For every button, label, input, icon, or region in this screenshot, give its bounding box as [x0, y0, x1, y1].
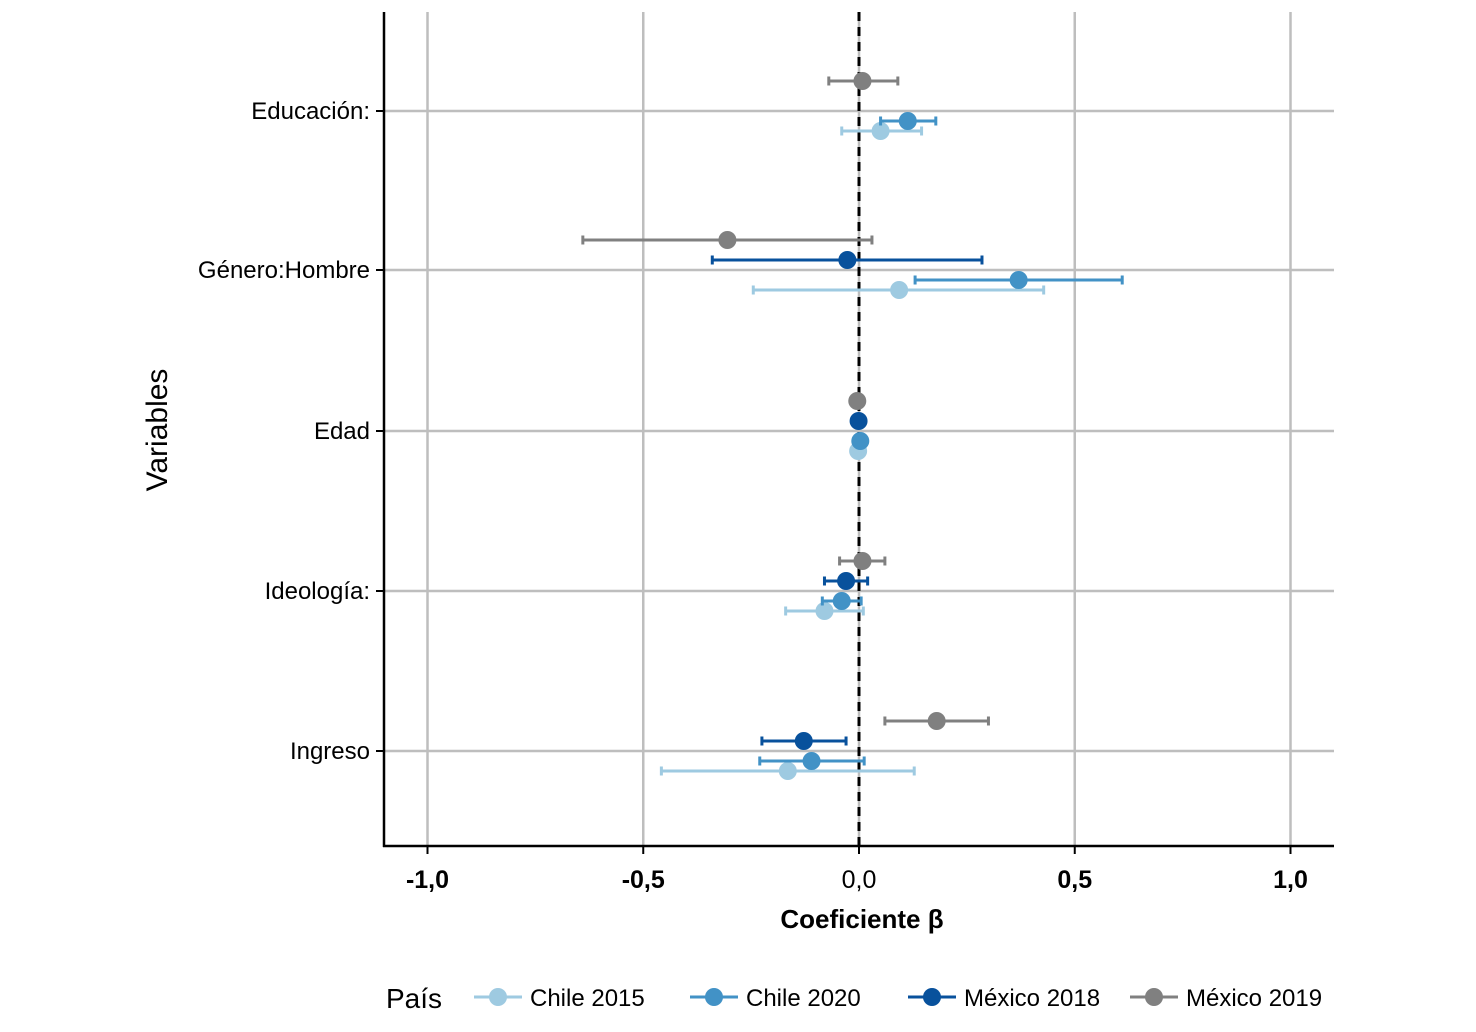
x-tick-label: 0,0: [842, 866, 877, 894]
legend-item: Chile 2020: [690, 985, 861, 1012]
estimate-point: [1009, 271, 1028, 289]
y-tick-label: Ingreso: [290, 738, 370, 765]
legend-label: Chile 2020: [746, 985, 861, 1012]
estimate-point: [815, 602, 834, 620]
legend-marker: [1145, 988, 1163, 1006]
legend-item: Chile 2015: [474, 985, 645, 1012]
estimate-point: [802, 752, 821, 770]
estimate-point: [898, 112, 917, 130]
estimate-point: [853, 72, 872, 90]
estimate-point: [838, 251, 857, 269]
series-chile-2015: [659, 122, 1046, 780]
estimate-point: [848, 392, 867, 410]
legend-marker: [923, 988, 941, 1006]
legend: País Chile 2015 Chile 2020 México 2018 Méxi…: [386, 983, 1322, 1014]
legend-item: México 2019: [1130, 985, 1322, 1012]
y-tick-label: Educación:: [251, 98, 370, 125]
legend-label: México 2019: [1186, 985, 1322, 1012]
legend-marker: [705, 988, 723, 1006]
legend-item: México 2018: [908, 985, 1100, 1012]
estimate-point: [794, 732, 813, 750]
axes: Educación: Género:Hombre Edad Ideología: Ing…: [198, 12, 1334, 894]
estimate-point: [849, 412, 868, 430]
legend-label: Chile 2015: [530, 985, 645, 1012]
y-tick-label: Edad: [314, 418, 370, 445]
estimate-point: [871, 122, 890, 140]
estimate-point: [718, 231, 737, 249]
estimate-point: [837, 572, 856, 590]
x-axis-label: Coeficiente β: [780, 904, 943, 934]
y-tick-label: Ideología:: [265, 578, 370, 605]
estimate-point: [890, 281, 909, 299]
y-axis-label: Variables: [141, 369, 174, 492]
legend-title: País: [386, 983, 442, 1014]
estimate-point: [832, 592, 851, 610]
x-tick-label: 1,0: [1273, 866, 1308, 894]
series-chile-2020: [758, 112, 1124, 770]
x-tick-label: 0,5: [1057, 866, 1092, 894]
series-méxico-2019: [581, 72, 990, 730]
x-tick-label: -0,5: [622, 866, 665, 894]
y-tick-label: Género:Hombre: [198, 257, 370, 284]
legend-marker: [489, 988, 507, 1006]
estimate-point: [853, 552, 872, 570]
series-méxico-2018: [710, 251, 984, 750]
estimate-point: [778, 762, 797, 780]
estimate-point: [927, 712, 946, 730]
legend-label: México 2018: [964, 985, 1100, 1012]
x-tick-label: -1,0: [406, 866, 449, 894]
estimate-point: [851, 432, 870, 450]
data-marks: [581, 72, 1124, 780]
axis-labels: Coeficiente β Variables: [141, 369, 944, 934]
